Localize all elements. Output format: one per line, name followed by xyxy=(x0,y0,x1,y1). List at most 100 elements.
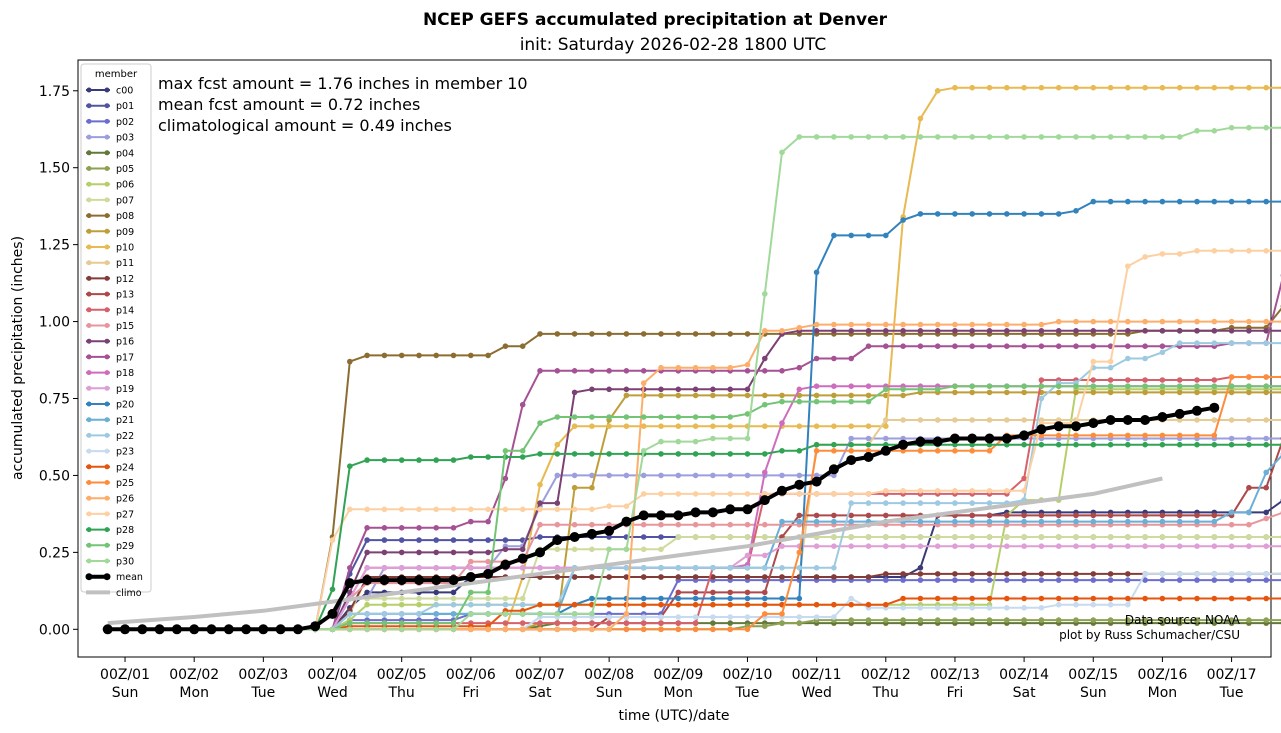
legend-marker xyxy=(86,511,92,517)
data-point xyxy=(450,565,457,571)
series-p10 xyxy=(104,84,1281,633)
data-point xyxy=(1004,488,1010,494)
data-point xyxy=(1107,617,1114,623)
data-point xyxy=(692,626,699,633)
axis-layer: 0.00 0.25 0.50 0.75 1.00 1.25 1.50 1.75 00Z/01 Su… xyxy=(39,84,1257,701)
data-point xyxy=(1142,518,1148,525)
data-point xyxy=(450,595,457,602)
data-point xyxy=(658,595,664,602)
data-point xyxy=(1228,571,1235,577)
data-point xyxy=(1176,340,1183,346)
data-point xyxy=(433,549,440,556)
data-point xyxy=(1194,571,1200,577)
data-point xyxy=(1176,318,1183,325)
data-point xyxy=(640,448,647,454)
legend-item-mean: mean xyxy=(85,572,143,583)
mean-point xyxy=(206,624,217,635)
mean-point xyxy=(120,624,130,635)
data-point xyxy=(900,577,906,583)
mean-point xyxy=(1071,421,1081,432)
series-line-p10 xyxy=(107,86,1281,631)
data-point xyxy=(1107,512,1114,519)
data-point xyxy=(537,506,543,513)
data-point xyxy=(710,414,716,420)
data-point xyxy=(727,386,733,393)
legend-item-p08: p08 xyxy=(86,211,134,222)
data-point xyxy=(398,595,405,602)
data-point xyxy=(589,331,595,337)
data-point xyxy=(1125,318,1131,325)
x-tick-label: 00Z/10 xyxy=(722,667,772,683)
data-point xyxy=(485,506,491,513)
data-point xyxy=(468,537,474,543)
data-point xyxy=(848,512,854,519)
data-point xyxy=(848,355,854,362)
data-point xyxy=(1055,617,1062,623)
data-point xyxy=(381,549,388,556)
data-point xyxy=(433,352,440,359)
data-point xyxy=(1004,534,1010,540)
data-point xyxy=(952,417,958,423)
data-point xyxy=(1246,435,1252,442)
data-point xyxy=(848,435,854,442)
data-point xyxy=(813,269,820,276)
data-point xyxy=(952,543,958,549)
data-point xyxy=(623,472,630,479)
data-point xyxy=(692,386,699,393)
data-point xyxy=(554,451,561,457)
legend-label: c00 xyxy=(116,86,133,97)
data-point xyxy=(640,565,647,571)
data-point xyxy=(1211,543,1218,549)
data-point xyxy=(692,589,699,596)
data-point xyxy=(1107,595,1114,602)
data-point xyxy=(1176,134,1183,140)
data-point xyxy=(831,383,837,390)
legend-marker xyxy=(104,385,110,391)
data-point xyxy=(1107,577,1114,583)
data-point xyxy=(710,595,716,602)
data-point xyxy=(1090,518,1097,525)
x-tick-label: 00Z/08 xyxy=(584,667,634,683)
data-point xyxy=(640,380,647,386)
data-point xyxy=(606,503,612,510)
data-point xyxy=(658,451,664,457)
data-point xyxy=(1263,435,1269,442)
data-point xyxy=(1211,383,1218,390)
data-point xyxy=(900,328,906,334)
data-point xyxy=(796,398,803,405)
data-point xyxy=(796,134,803,140)
data-point xyxy=(1211,432,1218,439)
data-point xyxy=(1090,601,1097,608)
legend-marker xyxy=(86,338,92,344)
mean-point xyxy=(275,624,286,635)
data-point xyxy=(969,389,975,396)
data-point xyxy=(675,614,682,620)
mean-point xyxy=(638,510,649,521)
data-point xyxy=(1073,432,1079,439)
data-point xyxy=(1107,377,1114,383)
data-point xyxy=(1263,543,1269,549)
data-point xyxy=(675,364,682,371)
legend-marker xyxy=(104,103,110,109)
data-point xyxy=(606,451,612,457)
data-point xyxy=(952,383,958,390)
data-point xyxy=(986,134,993,140)
data-point xyxy=(416,525,422,531)
data-point xyxy=(381,537,388,543)
legend-item-p02: p02 xyxy=(86,117,134,128)
data-point xyxy=(364,525,370,531)
data-point xyxy=(934,343,941,350)
data-point xyxy=(640,331,647,337)
data-point xyxy=(658,491,664,497)
data-point xyxy=(1125,518,1131,525)
legend-label: p20 xyxy=(116,400,134,411)
data-point xyxy=(727,423,733,430)
legend-label: p23 xyxy=(116,447,134,458)
data-point xyxy=(571,368,578,374)
data-point xyxy=(1021,389,1027,396)
data-point xyxy=(1246,198,1252,205)
data-point xyxy=(1073,328,1079,334)
data-point xyxy=(1021,543,1027,549)
data-point xyxy=(519,343,526,350)
data-point xyxy=(450,589,457,596)
